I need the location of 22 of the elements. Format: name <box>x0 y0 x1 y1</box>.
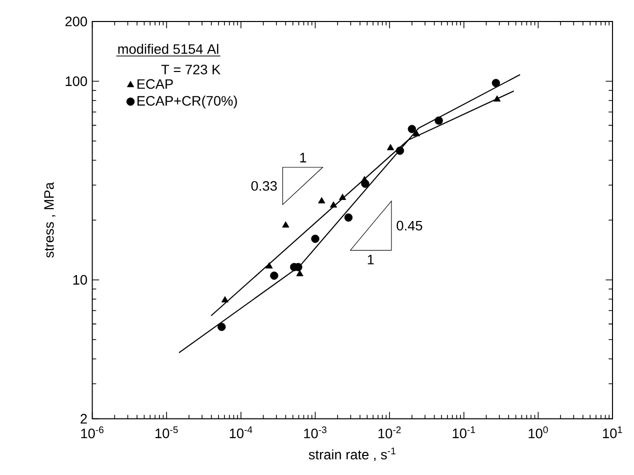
legend-label: ECAP <box>138 79 173 89</box>
x-tick-label: 10$^{-5}$ <box>156 426 178 438</box>
legend-label: ECAP+CR(70%) <box>138 96 237 108</box>
annotation: 1 <box>368 254 374 264</box>
annotation: 0.33 <box>251 180 277 191</box>
y-tick-label: 10 <box>73 274 88 285</box>
x-tick-label: 10$^{-1}$ <box>452 426 476 438</box>
annotation: T = 723 K <box>161 64 221 74</box>
x-tick-label: 10$^{0}$ <box>528 426 548 438</box>
legend-title: modified 5154 Al <box>118 44 218 54</box>
y-tick-label: 200 <box>65 16 88 26</box>
x-tick-label: 10$^{-3}$ <box>304 426 326 438</box>
x-tick-label: 10$^{-4}$ <box>230 426 252 438</box>
x-tick-label: 10$^{-2}$ <box>378 426 401 438</box>
x-tick-label: 10$^{-6}$ <box>81 426 104 438</box>
y-tick-label: 100 <box>66 76 88 86</box>
y-tick-label: 2 <box>80 414 87 424</box>
annotation: 1 <box>300 152 306 162</box>
y-axis-title: stress , MPa <box>44 182 56 258</box>
annotation: 0.45 <box>396 220 422 230</box>
x-tick-label: 10$^{1}$ <box>603 426 622 438</box>
x-axis-title: strain rate , s$^{-1}$ <box>308 447 396 461</box>
